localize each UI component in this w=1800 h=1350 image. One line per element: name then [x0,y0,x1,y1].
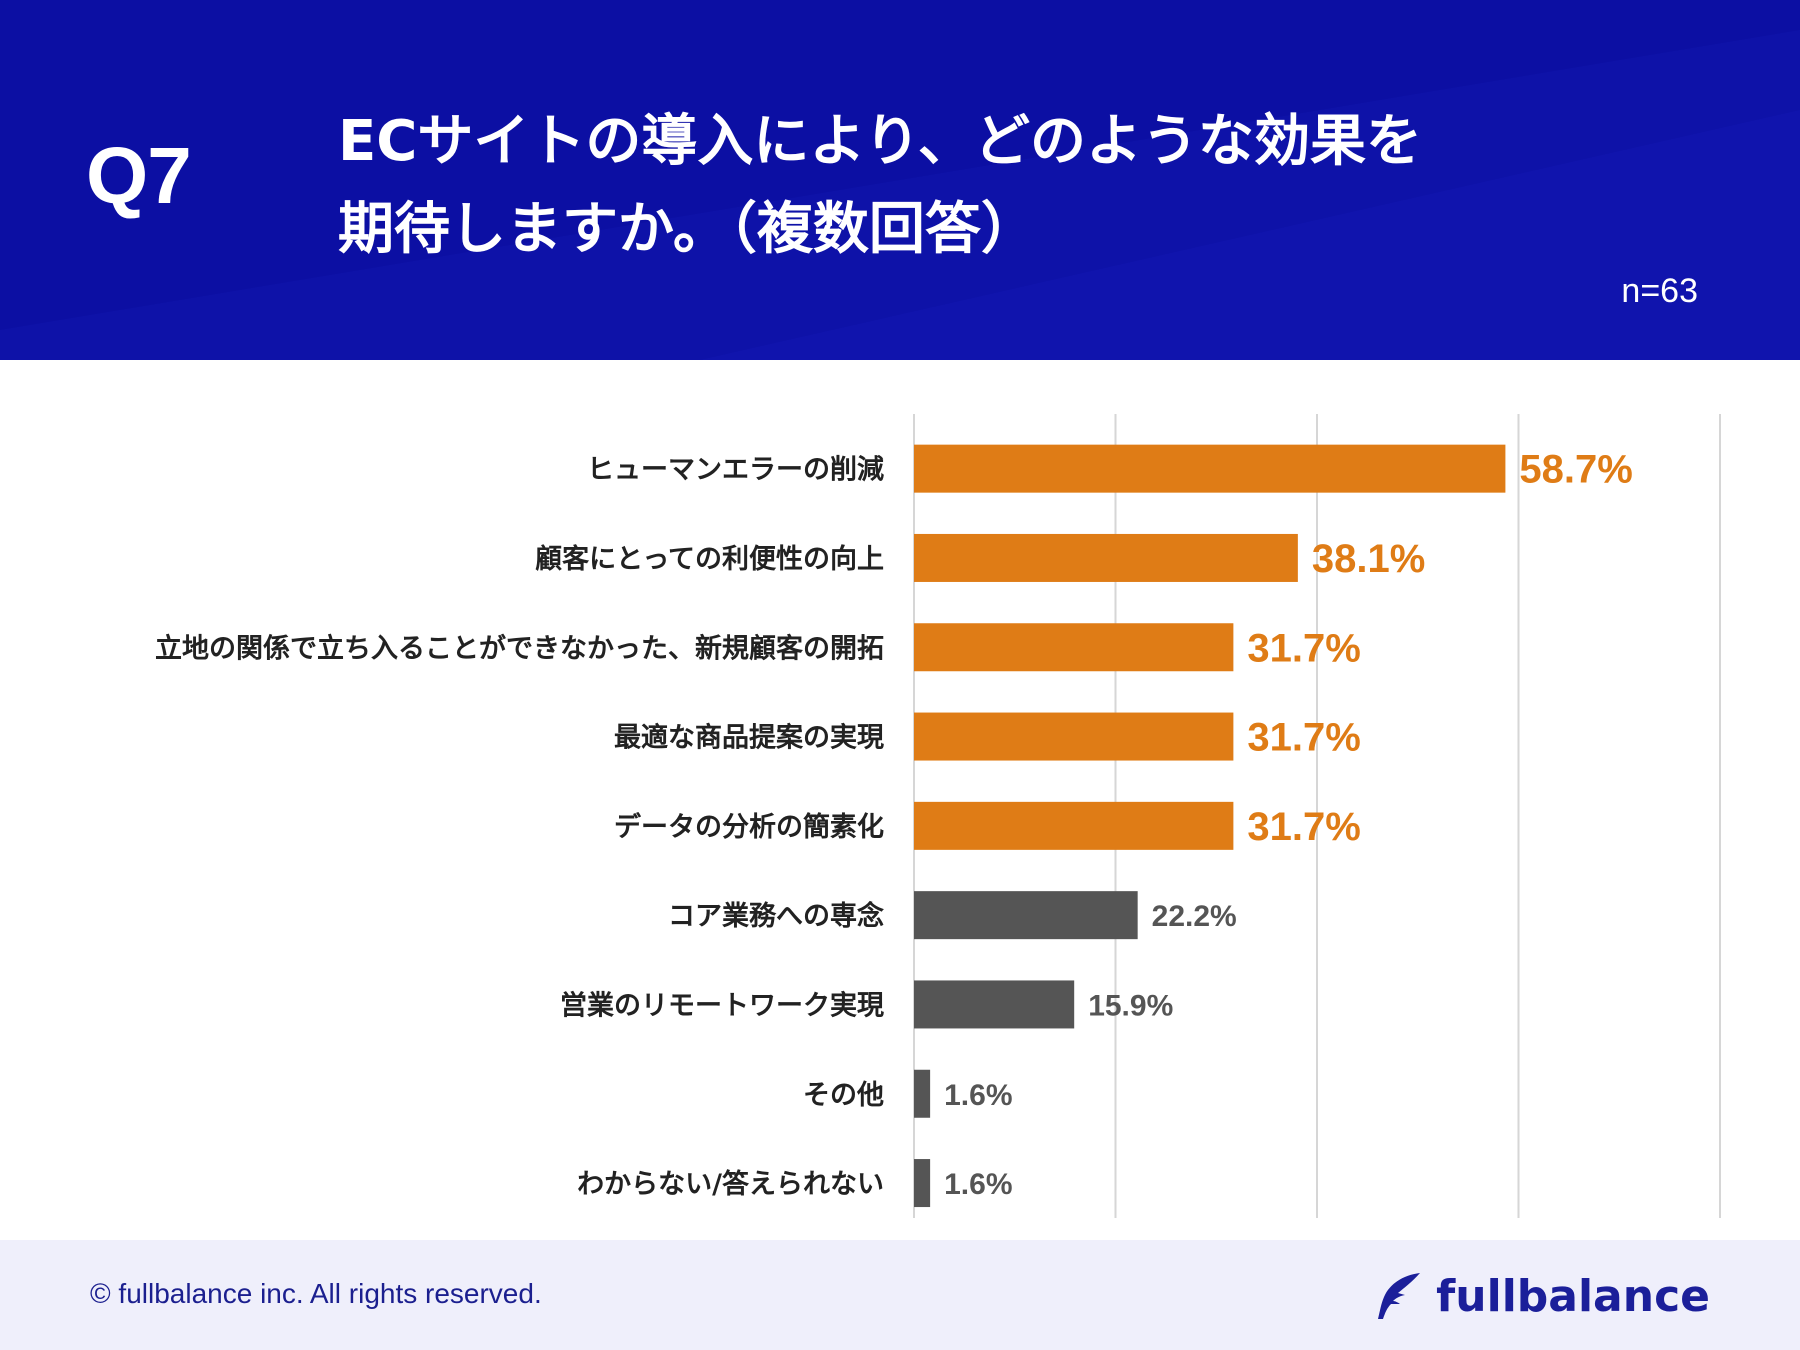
data-label: 58.7% [1519,448,1632,492]
data-label: 1.6% [944,1168,1012,1201]
footer: © fullbalance inc. All rights reserved. … [0,1240,1800,1350]
question-title: ECサイトの導入により、どのような効果を 期待しますか。（複数回答） [338,98,1638,274]
data-label: 15.9% [1088,989,1173,1022]
bar [914,891,1138,940]
bar [914,801,1234,850]
question-title-line1: ECサイトの導入により、どのような効果を [338,109,1422,174]
bar [914,623,1234,672]
bar-chart-area: ヒューマンエラーの削減 58.7% 顧客にとっての利便性の向上 38.1% 立地の関係で… [0,360,1800,1240]
header-stripe-2 [700,110,1800,360]
feather-logo-icon [1378,1273,1421,1319]
bar [914,980,1075,1029]
data-label: 31.7% [1247,626,1360,670]
bar-chart: ヒューマンエラーの削減 58.7% 顧客にとっての利便性の向上 38.1% 立地の関係で… [155,414,1721,1218]
bar [914,533,1298,582]
brand-logo: fullbalance [1374,1266,1710,1326]
category-label: 顧客にとっての利便性の向上 [535,543,884,575]
category-label: コア業務への専念 [668,900,884,932]
category-label: ヒューマンエラーの削減 [587,455,884,486]
header-stripe [0,30,1800,360]
category-label: その他 [803,1080,884,1111]
data-label: 1.6% [944,1079,1012,1112]
header-background [0,30,1800,360]
category-label: 営業のリモートワーク実現 [560,989,884,1021]
data-label: 31.7% [1247,716,1360,760]
sample-size: n=63 [1621,272,1698,310]
category-label: 立地の関係で立ち入ることができなかった、新規顧客の開拓 [155,632,884,664]
category-label: 最適な商品提案の実現 [614,722,884,754]
category-label: データの分析の簡素化 [614,811,884,843]
copyright: © fullbalance inc. All rights reserved. [90,1278,542,1309]
bar [914,444,1506,493]
data-label: 22.2% [1152,900,1237,933]
bar [914,1069,931,1118]
data-label: 31.7% [1247,805,1360,849]
data-label: 38.1% [1312,537,1425,581]
question-number: Q7 [86,131,192,220]
category-label: わからない/答えられない [577,1168,884,1200]
header-banner: Q7 ECサイトの導入により、どのような効果を 期待しますか。（複数回答） n=… [0,0,1800,360]
bar [914,1159,931,1208]
bar [914,712,1234,761]
question-title-line2: 期待しますか。（複数回答） [338,197,1037,262]
brand-name: fullbalance [1436,1270,1710,1322]
